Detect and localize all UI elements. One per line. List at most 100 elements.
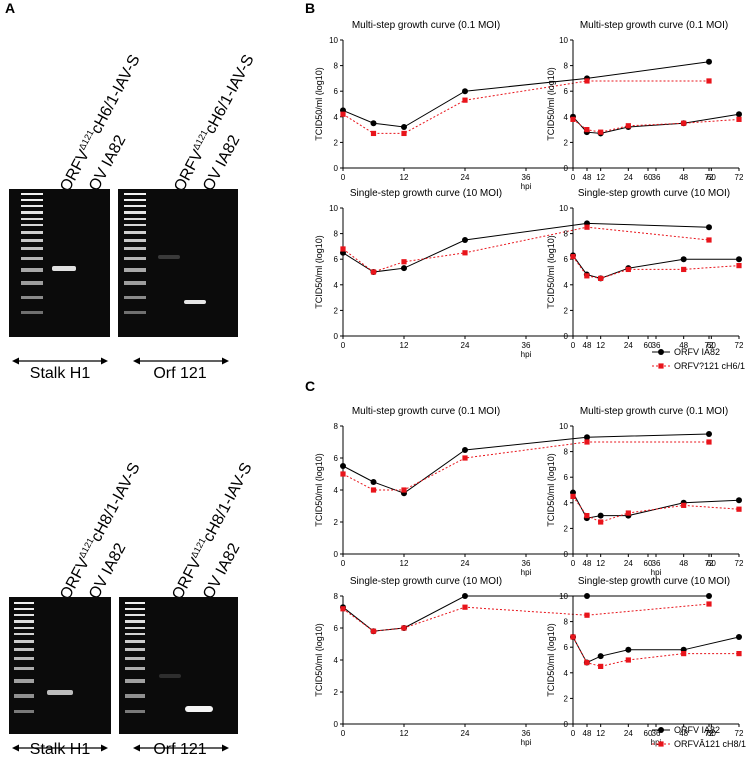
span-arrow: [12, 357, 108, 365]
y-tick-label: 2: [564, 694, 569, 703]
legend-label: ORFV IA82: [674, 347, 720, 357]
data-point-series-2: [570, 254, 576, 260]
ladder-band: [14, 633, 34, 635]
gel-image: [118, 189, 238, 337]
series-line-1: [572, 255, 739, 279]
ladder-band: [21, 199, 43, 201]
data-point-series-2: [706, 439, 712, 445]
y-tick-label: 10: [559, 422, 568, 431]
data-point-series-1: [462, 593, 468, 599]
faint-band: [159, 674, 181, 678]
data-point-series-2: [401, 130, 407, 137]
legend-marker: [658, 727, 664, 733]
span-arrow: [12, 744, 108, 752]
x-tick-label: 24: [461, 559, 470, 568]
chart-title: Single-step growth curve (10 MOI): [578, 188, 730, 199]
data-point-series-1: [680, 256, 687, 263]
span-label: Stalk H1: [29, 741, 91, 758]
y-axis-label: TCID50/ml (log10): [546, 453, 556, 527]
x-tick-label: 60: [707, 559, 716, 568]
x-axis-label: hpi: [651, 568, 662, 577]
x-tick-label: 36: [652, 559, 661, 568]
data-point-series-2: [340, 606, 346, 612]
data-point-series-2: [681, 651, 687, 657]
ladder-band: [21, 281, 43, 285]
y-tick-label: 4: [334, 281, 339, 290]
x-axis-label: hpi: [521, 350, 532, 359]
y-tick-label: 2: [564, 524, 569, 533]
data-point-series-2: [340, 111, 346, 117]
y-tick-label: 4: [564, 669, 569, 678]
x-tick-label: 0: [571, 341, 576, 350]
x-tick-label: 24: [624, 559, 633, 568]
data-point-series-2: [706, 237, 712, 243]
ladder-band: [21, 311, 43, 314]
x-tick-label: 48: [583, 729, 592, 738]
data-point-series-1: [736, 497, 742, 504]
x-tick-label: 0: [571, 173, 576, 182]
data-point-series-2: [462, 250, 468, 256]
x-tick-label: 0: [571, 559, 576, 568]
series-line-2: [342, 603, 710, 632]
series-line-2: [342, 80, 709, 134]
legend-marker: [658, 741, 664, 747]
x-tick-label: 36: [652, 729, 661, 738]
y-tick-label: 6: [334, 624, 339, 633]
y-tick-label: 6: [334, 454, 339, 463]
ladder-band: [125, 633, 145, 635]
data-point-series-1: [401, 265, 407, 272]
x-tick-label: 12: [596, 559, 605, 568]
y-axis-label: TCID50/ml (log10): [546, 67, 556, 141]
data-point-series-2: [370, 487, 377, 493]
data-point-series-2: [570, 634, 576, 640]
ladder-band: [21, 257, 43, 260]
x-tick-label: 60: [644, 173, 653, 182]
x-tick-label: 72: [705, 173, 714, 182]
y-tick-label: 8: [334, 62, 339, 71]
chart-title: Multi-step growth curve (0.1 MOI): [352, 20, 500, 31]
data-point-series-2: [681, 502, 687, 508]
data-point-series-2: [370, 269, 377, 275]
legend-marker: [658, 349, 664, 355]
series-line-2: [572, 636, 739, 667]
x-tick-label: 48: [583, 559, 592, 568]
chart-8: Single-step growth curve (10 MOI)0246810…: [546, 576, 744, 747]
x-tick-label: 0: [571, 729, 576, 738]
chart-title: Single-step growth curve (10 MOI): [578, 576, 730, 587]
data-point-series-2: [625, 266, 631, 273]
y-tick-label: 0: [564, 164, 569, 173]
y-tick-label: 2: [564, 306, 569, 315]
ladder-band: [21, 211, 43, 214]
data-point-series-1: [370, 120, 377, 127]
y-tick-label: 0: [564, 332, 569, 341]
y-tick-label: 2: [334, 306, 339, 315]
sample-band: [185, 706, 213, 712]
x-tick-label: 24: [461, 729, 470, 738]
ladder-band: [21, 296, 43, 299]
ladder-band: [21, 205, 43, 207]
x-tick-label: 12: [400, 729, 409, 738]
y-tick-label: 10: [559, 36, 568, 45]
y-axis-label: TCID50/ml (log10): [314, 235, 324, 309]
y-tick-label: 6: [334, 87, 339, 96]
series-line-2: [342, 226, 710, 273]
data-point-series-1: [370, 479, 377, 485]
legend-label: ORFVÂ121 cH8/1: [674, 739, 746, 749]
span-label: Orf 121: [153, 741, 207, 758]
span-arrow: [133, 357, 229, 365]
y-axis-label: TCID50/ml (log10): [314, 453, 324, 527]
x-tick-label: 12: [400, 341, 409, 350]
data-point-series-2: [340, 471, 346, 477]
x-tick-label: 48: [679, 173, 688, 182]
y-tick-label: 2: [334, 138, 339, 147]
x-tick-label: 12: [596, 341, 605, 350]
ladder-band: [125, 627, 145, 629]
data-point-series-2: [706, 601, 712, 607]
data-point-series-2: [598, 129, 604, 135]
ladder-band: [124, 247, 146, 250]
x-axis-label: hpi: [521, 182, 532, 191]
y-tick-label: 6: [334, 255, 339, 264]
ladder-band: [125, 614, 145, 616]
data-point-series-1: [597, 653, 604, 660]
